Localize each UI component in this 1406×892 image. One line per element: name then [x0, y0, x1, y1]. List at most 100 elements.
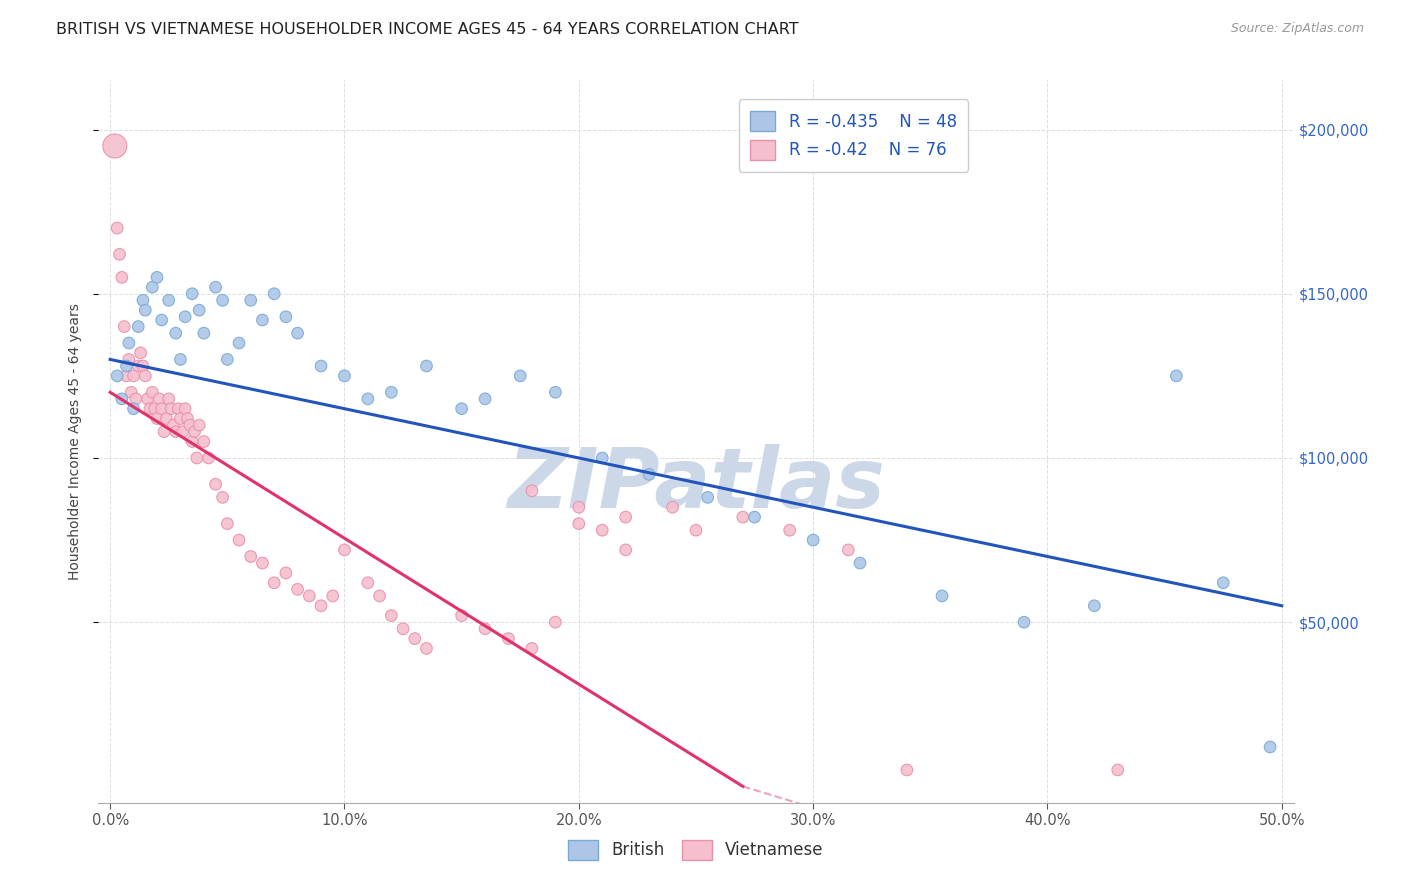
Point — [108, 247, 131, 261]
Point — [104, 139, 127, 153]
Point — [450, 608, 472, 623]
Point — [125, 392, 148, 406]
Point — [179, 418, 201, 433]
Point — [322, 589, 344, 603]
Point — [1012, 615, 1035, 630]
Point — [172, 425, 194, 439]
Point — [148, 392, 170, 406]
Point — [176, 411, 198, 425]
Point — [1258, 739, 1281, 754]
Point — [204, 280, 226, 294]
Point — [474, 392, 496, 406]
Point — [120, 385, 142, 400]
Point — [228, 533, 250, 547]
Point — [204, 477, 226, 491]
Point — [228, 336, 250, 351]
Point — [614, 542, 637, 557]
Point — [274, 566, 297, 580]
Point — [287, 326, 309, 341]
Point — [111, 392, 134, 406]
Point — [146, 411, 169, 425]
Text: BRITISH VS VIETNAMESE HOUSEHOLDER INCOME AGES 45 - 64 YEARS CORRELATION CHART: BRITISH VS VIETNAMESE HOUSEHOLDER INCOME… — [56, 22, 799, 37]
Point — [239, 549, 262, 564]
Point — [217, 516, 239, 531]
Point — [392, 622, 415, 636]
Point — [568, 516, 591, 531]
Point — [155, 411, 177, 425]
Point — [368, 589, 391, 603]
Point — [1166, 368, 1188, 383]
Point — [1083, 599, 1105, 613]
Point — [239, 293, 262, 308]
Point — [661, 500, 683, 515]
Point — [309, 359, 332, 373]
Point — [415, 359, 437, 373]
Point — [118, 352, 141, 367]
Point — [287, 582, 309, 597]
Point — [150, 313, 173, 327]
Point — [165, 326, 187, 341]
Point — [132, 293, 155, 308]
Point — [197, 450, 219, 465]
Point — [298, 589, 321, 603]
Point — [112, 319, 135, 334]
Point — [333, 542, 356, 557]
Point — [1212, 575, 1234, 590]
Point — [134, 303, 156, 318]
Point — [211, 293, 233, 308]
Point — [837, 542, 859, 557]
Point — [127, 359, 149, 373]
Point — [141, 385, 163, 400]
Point — [568, 500, 591, 515]
Point — [849, 556, 872, 570]
Point — [132, 359, 155, 373]
Text: ZIPatlas: ZIPatlas — [508, 444, 884, 525]
Point — [115, 368, 138, 383]
Point — [404, 632, 426, 646]
Point — [139, 401, 162, 416]
Point — [309, 599, 332, 613]
Point — [146, 270, 169, 285]
Point — [801, 533, 824, 547]
Point — [474, 622, 496, 636]
Point — [252, 556, 274, 570]
Point — [274, 310, 297, 324]
Point — [1107, 763, 1129, 777]
Point — [127, 319, 149, 334]
Legend: British, Vietnamese: British, Vietnamese — [562, 833, 830, 867]
Point — [174, 310, 197, 324]
Point — [181, 434, 204, 449]
Point — [638, 467, 661, 482]
Point — [193, 434, 215, 449]
Point — [165, 425, 187, 439]
Point — [779, 523, 801, 537]
Point — [136, 392, 159, 406]
Point — [380, 608, 402, 623]
Point — [181, 286, 204, 301]
Point — [134, 368, 156, 383]
Point — [143, 401, 166, 416]
Point — [252, 313, 274, 327]
Point — [188, 418, 211, 433]
Point — [169, 411, 191, 425]
Point — [333, 368, 356, 383]
Point — [696, 491, 718, 505]
Point — [162, 418, 184, 433]
Point — [263, 286, 285, 301]
Point — [211, 491, 233, 505]
Point — [357, 392, 380, 406]
Point — [520, 483, 543, 498]
Point — [614, 510, 637, 524]
Point — [544, 385, 567, 400]
Point — [186, 450, 208, 465]
Point — [744, 510, 766, 524]
Point — [122, 401, 145, 416]
Point — [263, 575, 285, 590]
Point — [217, 352, 239, 367]
Point — [105, 221, 128, 235]
Point — [380, 385, 402, 400]
Point — [157, 293, 180, 308]
Point — [591, 523, 613, 537]
Point — [118, 336, 141, 351]
Point — [415, 641, 437, 656]
